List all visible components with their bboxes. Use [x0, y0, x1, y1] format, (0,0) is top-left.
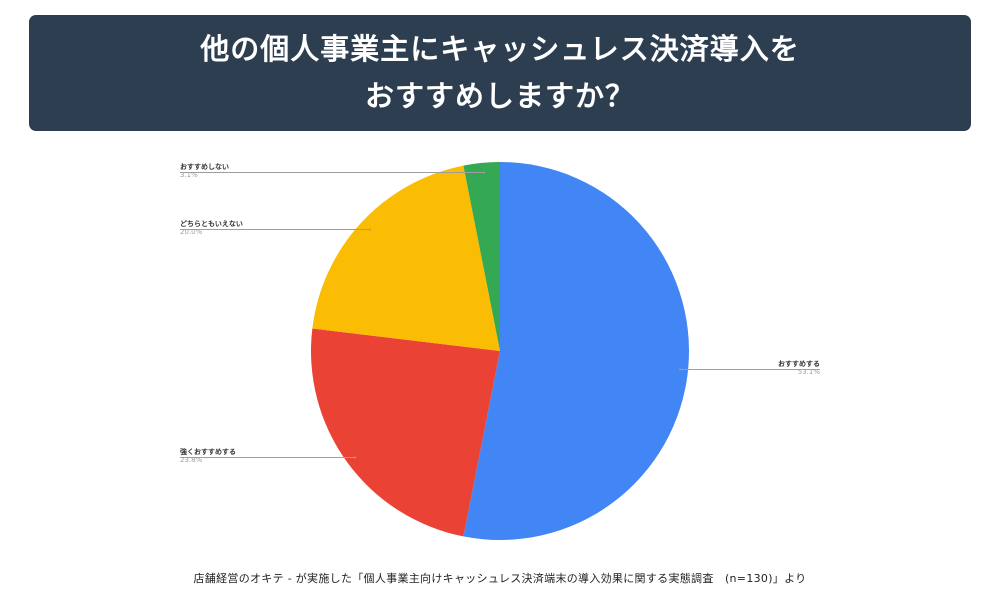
slice-not-recommend [463, 162, 500, 351]
label-percent: 23.8% [180, 456, 203, 464]
label-neutral: どちらともいえない 20.0% [180, 220, 243, 236]
label-percent: 53.1% [797, 368, 820, 376]
label-name: おすすめする [778, 360, 820, 368]
leader-lines [180, 172, 820, 458]
title-line-2: おすすめしますか？ [364, 79, 635, 113]
source-caption: 店舗経営のオキテ - が実施した「個人事業主向けキャッシュレス決済端末の導入効果… [193, 572, 807, 585]
label-name: おすすめしない [180, 163, 229, 171]
pie-slices [311, 162, 690, 540]
leader-dot-strongly-recommend [354, 456, 356, 459]
title-banner: 他の個人事業主にキャッシュレス決済導入を おすすめしますか？ [29, 15, 971, 131]
label-percent: 3.1% [180, 171, 198, 179]
slice-strongly-recommend [311, 328, 500, 537]
leader-dot-not-recommend [483, 171, 485, 174]
label-not-recommend: おすすめしない 3.1% [180, 163, 229, 179]
slice-neutral [312, 165, 500, 351]
label-recommend: おすすめする 53.1% [778, 360, 820, 376]
label-name: どちらともいえない [180, 220, 243, 228]
leader-dot-neutral [369, 228, 371, 231]
title-line-1: 他の個人事業主にキャッシュレス決済導入を [200, 32, 800, 66]
label-strongly-recommend: 強くおすすめする 23.8% [180, 448, 236, 464]
slice-recommend [463, 162, 690, 540]
label-percent: 20.0% [180, 228, 203, 236]
label-name: 強くおすすめする [180, 448, 236, 456]
leader-dot-recommend [679, 368, 681, 371]
